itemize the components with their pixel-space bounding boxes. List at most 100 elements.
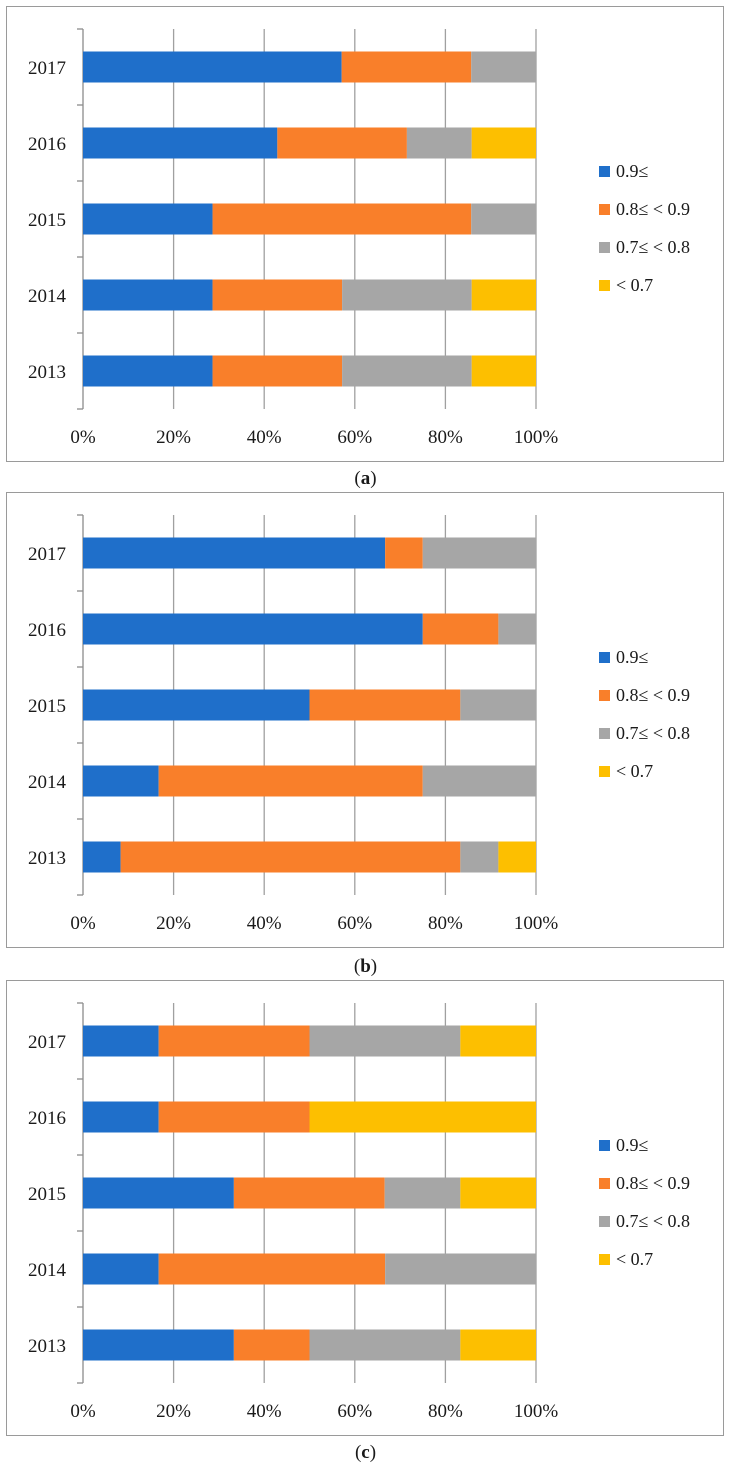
- bar-segment: [471, 355, 536, 387]
- category-label: 2016: [28, 620, 66, 641]
- bar-segment: [309, 689, 461, 721]
- legend-label: 0.9≤: [616, 161, 649, 181]
- legend-swatch: [599, 1254, 610, 1265]
- bar-segment: [422, 613, 499, 645]
- bar-segment: [83, 127, 278, 159]
- bar-segment: [120, 841, 461, 873]
- x-tick-label: 20%: [156, 913, 191, 934]
- category-label: 2013: [28, 1336, 66, 1357]
- bar-segment: [83, 765, 159, 797]
- caption-a-label: a: [360, 468, 371, 489]
- bar-segment: [83, 1253, 159, 1285]
- bar-segment: [83, 51, 342, 83]
- bar-segment: [422, 765, 536, 797]
- category-label: 2013: [28, 848, 66, 869]
- x-tick-label: 20%: [156, 427, 191, 448]
- x-tick-label: 0%: [70, 913, 96, 934]
- legend-label: < 0.7: [616, 1249, 653, 1269]
- chart-c-svg: 0% 20% 40% 60% 80% 100% 2017 2016 2015 2014 2013 0.…: [28, 1002, 690, 1422]
- x-tick-label: 60%: [337, 427, 372, 448]
- x-tick-label: 0%: [70, 427, 96, 448]
- bar-segment: [83, 841, 121, 873]
- legend-swatch: [599, 652, 610, 663]
- chart-a-svg: 0% 20% 40% 60% 80% 100% 2017 2016 2015 2014 2013 0.…: [28, 28, 690, 448]
- bar-segment: [212, 279, 343, 311]
- x-tick-label: 80%: [428, 1401, 463, 1422]
- category-label: 2016: [28, 134, 66, 155]
- x-tick-label: 100%: [514, 427, 559, 448]
- bar-segment: [471, 279, 536, 311]
- x-tick-label: 100%: [514, 1401, 559, 1422]
- bar-segment: [384, 1177, 461, 1209]
- bar-segment: [83, 1025, 159, 1057]
- x-tick-label: 40%: [247, 1401, 282, 1422]
- legend-label: 0.7≤ < 0.8: [616, 1211, 690, 1231]
- bar-segment: [83, 613, 423, 645]
- legend-swatch: [599, 1140, 610, 1151]
- bar-segment: [385, 1253, 536, 1285]
- bar-segment: [406, 127, 472, 159]
- x-tick-label: 60%: [337, 913, 372, 934]
- bar-segment: [158, 765, 423, 797]
- chart-panel-a: 0% 20% 40% 60% 80% 100% 2017 2016 2015 2014 2013 0.…: [6, 6, 724, 462]
- category-label: 2017: [28, 544, 66, 565]
- category-label: 2015: [28, 696, 66, 717]
- legend-label: 0.8≤ < 0.9: [616, 199, 690, 219]
- x-tick-label: 0%: [70, 1401, 96, 1422]
- bar-segment: [385, 537, 423, 569]
- bar-segment: [471, 203, 536, 235]
- bar-segment: [460, 841, 499, 873]
- legend-swatch: [599, 1216, 610, 1227]
- legend-label: < 0.7: [616, 275, 653, 295]
- bar-segment: [233, 1177, 385, 1209]
- bar-segment: [460, 1329, 536, 1361]
- bar-segment: [83, 203, 213, 235]
- chart-b-svg: 0% 20% 40% 60% 80% 100% 2017 2016 2015 2014 2013 0.…: [28, 514, 690, 934]
- legend-swatch: [599, 166, 610, 177]
- legend-label: 0.9≤: [616, 647, 649, 667]
- bar-segment: [83, 1101, 159, 1133]
- legend-label: 0.7≤ < 0.8: [616, 237, 690, 257]
- category-label: 2015: [28, 1184, 66, 1205]
- bar-segment: [309, 1025, 461, 1057]
- bar-segment: [309, 1329, 461, 1361]
- legend-swatch: [599, 728, 610, 739]
- category-label: 2015: [28, 210, 66, 231]
- category-label: 2013: [28, 362, 66, 383]
- legend-swatch: [599, 242, 610, 253]
- caption-c: (c): [354, 1442, 377, 1463]
- caption-a: (a): [354, 468, 377, 489]
- legend-label: < 0.7: [616, 761, 653, 781]
- bar-segment: [460, 689, 536, 721]
- x-tick-label: 80%: [428, 427, 463, 448]
- legend-swatch: [599, 280, 610, 291]
- bar-segment: [471, 51, 536, 83]
- x-tick-label: 20%: [156, 1401, 191, 1422]
- x-tick-label: 100%: [514, 913, 559, 934]
- x-tick-label: 40%: [247, 427, 282, 448]
- x-tick-label: 40%: [247, 913, 282, 934]
- chart-panel-b: 0% 20% 40% 60% 80% 100% 2017 2016 2015 2014 2013 0.…: [6, 492, 724, 948]
- legend-label: 0.9≤: [616, 1135, 649, 1155]
- legend-label: 0.8≤ < 0.9: [616, 685, 690, 705]
- bar-segment: [212, 355, 343, 387]
- bar-segment: [460, 1025, 536, 1057]
- bar-segment: [83, 1177, 234, 1209]
- bar-segment: [83, 1329, 234, 1361]
- bar-segment: [309, 1101, 536, 1133]
- legend-swatch: [599, 1178, 610, 1189]
- bar-segment: [498, 841, 536, 873]
- bar-segment: [83, 689, 310, 721]
- bar-segment: [158, 1101, 310, 1133]
- legend-label: 0.7≤ < 0.8: [616, 723, 690, 743]
- bar-segment: [422, 537, 536, 569]
- category-label: 2017: [28, 1032, 66, 1053]
- bar-segment: [277, 127, 407, 159]
- bar-segment: [158, 1025, 310, 1057]
- bar-segment: [83, 355, 213, 387]
- bar-segment: [83, 537, 386, 569]
- legend-swatch: [599, 204, 610, 215]
- bar-segment: [158, 1253, 386, 1285]
- bar-segment: [342, 355, 472, 387]
- category-label: 2014: [28, 286, 67, 307]
